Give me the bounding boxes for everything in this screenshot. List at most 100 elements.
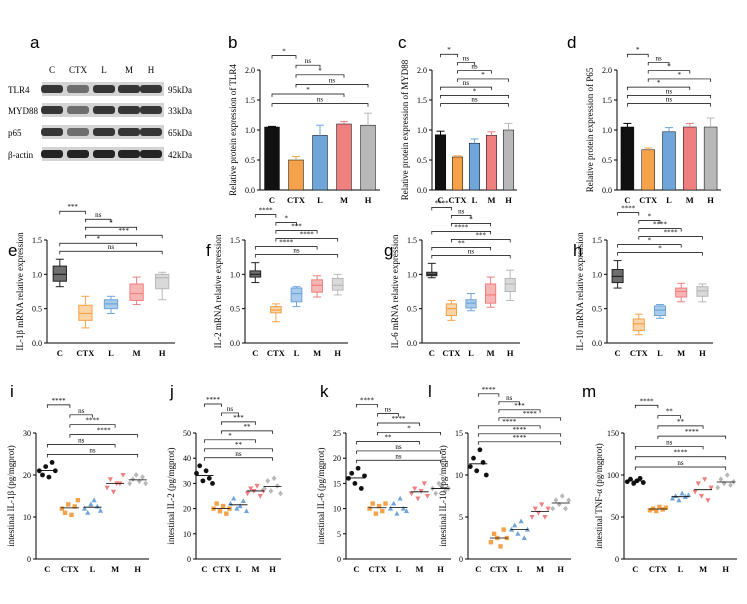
sig-bracket (440, 95, 509, 99)
panel-letter-b: b (228, 33, 237, 52)
sig-label: *** (291, 223, 302, 231)
y-tick-label: 0.5 (417, 156, 427, 165)
sig-label: ns (666, 87, 673, 95)
x-tick-label-C: C (353, 564, 359, 574)
x-tick-label-M: M (677, 348, 685, 358)
sig-bracket (271, 103, 369, 107)
point-M (107, 477, 113, 482)
sig-bracket (271, 55, 297, 59)
sig-label: * (228, 432, 232, 440)
y-tick-label: 0.5 (602, 156, 612, 165)
point-H (265, 478, 271, 484)
x-tick-label-L: L (108, 348, 114, 358)
x-tick-label-CTX: CTX (267, 348, 286, 358)
blot-band (140, 85, 162, 93)
box-H (155, 273, 170, 290)
point-CTX (217, 508, 223, 514)
sig-label: ** (666, 408, 674, 416)
point-CTX (62, 510, 68, 515)
box-H (696, 286, 709, 297)
point-L (91, 497, 97, 503)
blot-band (41, 128, 63, 136)
sig-label: * (282, 48, 286, 56)
x-tick-label-L: L (468, 348, 474, 358)
bar-M (683, 126, 697, 191)
point-CTX (380, 508, 385, 514)
x-tick-label-C: C (269, 195, 275, 205)
sig-bracket (356, 403, 378, 408)
wb-lane-label-H: H (148, 65, 155, 75)
sig-bracket (617, 252, 703, 256)
point-CTX (488, 540, 494, 545)
y-tick-label: 1.5 (602, 96, 612, 105)
blot-band (41, 106, 63, 114)
sig-label: * (473, 87, 477, 95)
sig-bracket (617, 212, 640, 216)
sig-bracket (46, 444, 116, 448)
sig-label: * (648, 213, 652, 221)
point-M (692, 489, 698, 495)
bar-CTX (641, 149, 655, 191)
sig-bracket (59, 250, 163, 255)
point-C (355, 465, 361, 471)
x-tick-label-CTX: CTX (369, 564, 388, 574)
point-C (471, 455, 476, 461)
y-tick-label: 2.0 (602, 66, 612, 75)
panel-f: f 0.0 0.5 1.0 1.5 IL-2 mRNA relative expressi… (206, 207, 348, 358)
x-tick-label-C: C (615, 348, 621, 358)
sig-label: ns (655, 54, 662, 62)
x-tick-label-CTX: CTX (76, 348, 95, 358)
wb-protein-label: p65 (8, 128, 22, 138)
y-tick-label: 1.5 (32, 236, 42, 245)
sig-label: * (96, 235, 100, 243)
point-M (532, 506, 538, 512)
sig-bracket (440, 103, 509, 107)
point-L (227, 500, 234, 506)
x-tick-label-CTX: CTX (630, 348, 649, 358)
sig-bracket (295, 74, 345, 78)
point-L (397, 495, 403, 501)
point-H (566, 497, 572, 503)
sig-bracket (647, 78, 711, 82)
point-M (529, 515, 535, 520)
point-L (518, 518, 524, 524)
bar-L (312, 135, 328, 191)
x-tick-label-L: L (657, 348, 663, 358)
sig-label: ns (677, 459, 684, 467)
y-axis-label: intestinal IL-2 (pg/mgprot) (166, 448, 176, 545)
sig-label: * (306, 86, 310, 94)
blot-band (67, 150, 89, 158)
box-L (653, 305, 667, 317)
sig-label: ns (108, 243, 115, 251)
point-M (705, 498, 711, 503)
point-L (88, 501, 94, 507)
bar-C (620, 126, 635, 191)
y-tick-label: 50 (611, 513, 619, 522)
sig-bracket (221, 430, 273, 434)
point-CTX (383, 501, 388, 506)
sig-bracket (498, 401, 520, 405)
y-tick-label: 1.0 (245, 126, 255, 135)
point-H (130, 476, 136, 482)
point-CTX (373, 511, 379, 516)
sig-bracket (356, 450, 441, 454)
point-CTX (220, 503, 226, 509)
sig-bracket (477, 425, 541, 429)
sig-label: **** (300, 231, 315, 239)
x-tick-label-C: C (632, 564, 638, 574)
point-L (515, 531, 521, 536)
sig-label: ns (385, 406, 392, 414)
panel-g: g 0.0 0.5 1.0 1.5 IL-6 mRNA relative expressi… (384, 199, 520, 358)
y-tick-label: 150 (607, 429, 619, 438)
box-CTX (445, 303, 457, 317)
point-CTX (367, 506, 372, 511)
panel-letter-i: i (10, 382, 14, 401)
point-CTX (75, 498, 81, 503)
sig-label: *** (476, 231, 487, 239)
blot-band (41, 85, 63, 93)
point-L (85, 510, 91, 515)
y-tick-label: 1.0 (592, 270, 602, 279)
point-H (127, 480, 133, 487)
bar-CTX (451, 156, 464, 191)
sig-label: *** (514, 402, 525, 410)
